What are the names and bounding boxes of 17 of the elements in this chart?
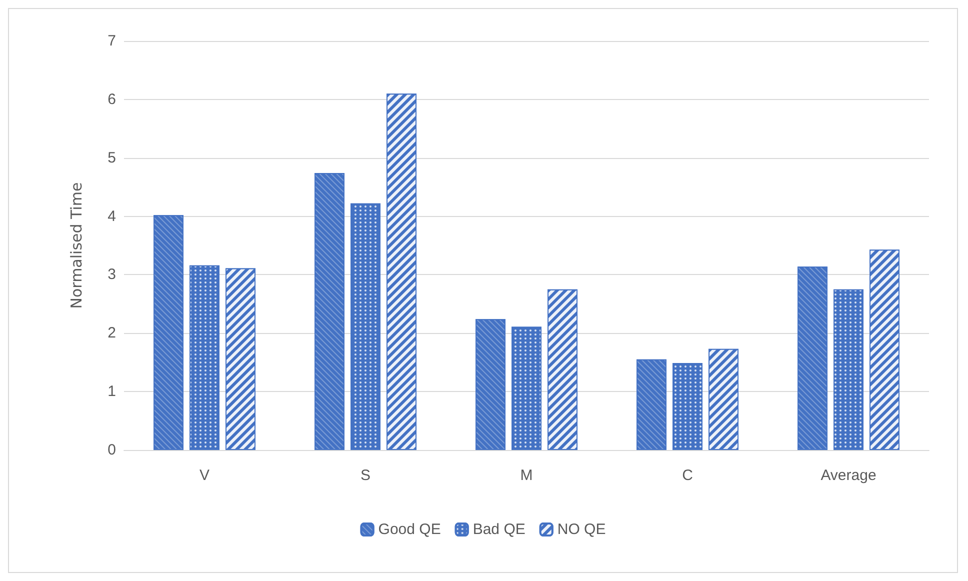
x-tick-label: Average bbox=[820, 467, 876, 484]
y-tick-label: 3 bbox=[108, 266, 116, 284]
legend-label: Good QE bbox=[378, 521, 441, 538]
y-tick-label: 1 bbox=[108, 383, 116, 400]
y-tick-label: 0 bbox=[108, 442, 116, 458]
x-tick-label: C bbox=[682, 467, 694, 484]
y-axis-title: Normalised Time bbox=[68, 182, 86, 309]
x-tick-label: M bbox=[520, 467, 533, 484]
y-tick-label: 6 bbox=[108, 90, 116, 108]
y-tick-label: 5 bbox=[108, 149, 116, 166]
x-tick-label: V bbox=[199, 467, 210, 484]
legend-label: Bad QE bbox=[472, 521, 526, 538]
y-tick-label: 7 bbox=[108, 32, 116, 50]
x-tick-label: S bbox=[360, 467, 371, 484]
y-tick-label: 2 bbox=[108, 324, 116, 342]
legend-label: NO QE bbox=[557, 521, 606, 538]
y-tick-label: 4 bbox=[108, 208, 116, 225]
